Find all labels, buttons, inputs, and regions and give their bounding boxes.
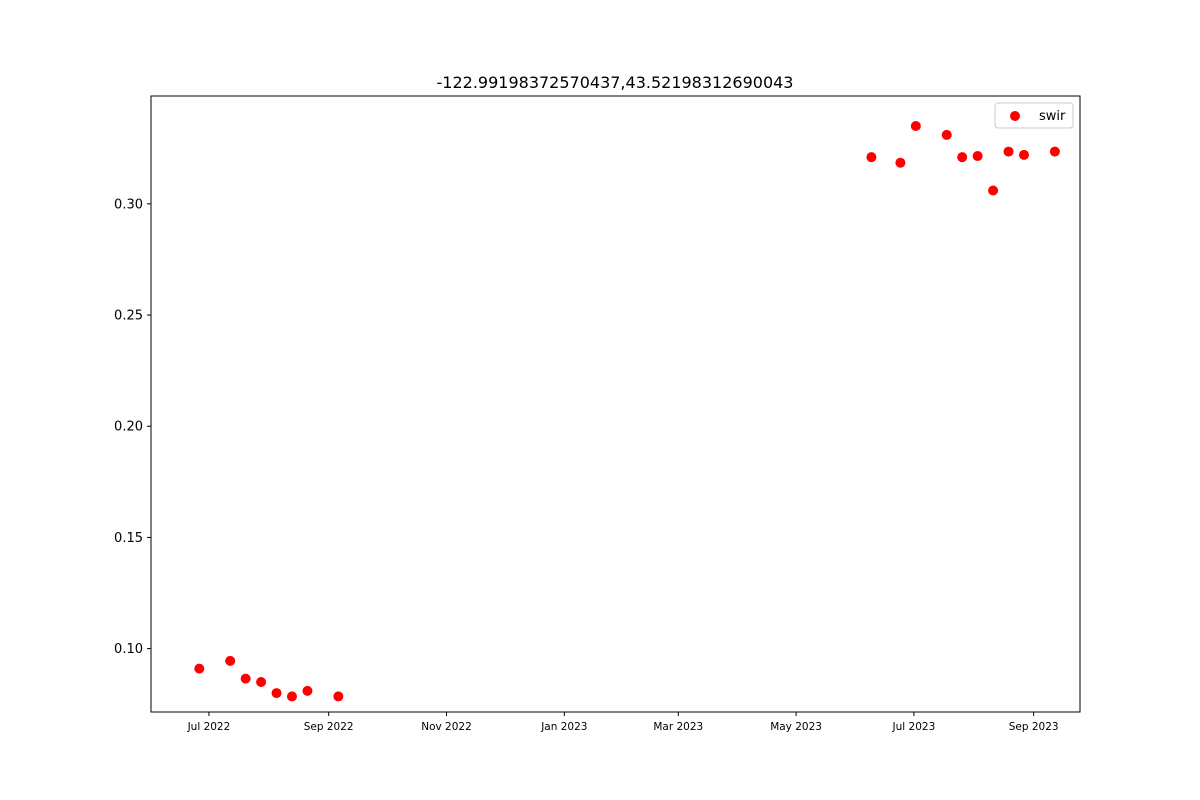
data-point (895, 157, 906, 168)
x-tick-label: Nov 2022 (421, 721, 472, 733)
y-tick-label: 0.10 (114, 642, 143, 657)
x-tick-label: Jul 2022 (187, 721, 231, 733)
data-point (941, 129, 952, 140)
data-point (988, 185, 999, 196)
x-tick-label: Sep 2023 (1009, 721, 1059, 733)
data-point (256, 676, 267, 687)
data-point (1018, 149, 1029, 160)
data-point (194, 663, 205, 674)
data-point (866, 152, 877, 163)
y-tick-label: 0.25 (114, 309, 143, 324)
data-point (1003, 146, 1014, 157)
y-tick-label: 0.20 (114, 420, 143, 435)
data-point (957, 152, 968, 163)
x-tick-label: May 2023 (770, 721, 822, 733)
x-tick-label: Sep 2022 (304, 721, 354, 733)
y-axis: 0.10 0.15 0.20 0.25 0.30 (114, 197, 151, 657)
data-point (225, 655, 236, 666)
data-point (240, 673, 251, 684)
data-point (910, 121, 921, 132)
plot-frame (150, 95, 1081, 713)
legend-marker (1010, 111, 1020, 121)
data-points (194, 121, 1060, 702)
y-tick-label: 0.30 (114, 197, 143, 212)
legend-box (994, 102, 1074, 129)
data-point (271, 688, 282, 699)
data-point (286, 691, 297, 702)
legend-label: swir (1039, 109, 1066, 124)
x-axis: Jul 2022 Sep 2022 Nov 2022 Jan 2023 Mar 2023… (187, 712, 1059, 733)
data-point (333, 691, 344, 702)
data-point (302, 685, 313, 696)
chart-title: -122.99198372570437,43.52198312690043 (437, 73, 794, 92)
data-point (972, 151, 983, 162)
x-tick-label: Jan 2023 (540, 721, 587, 733)
data-point (1049, 146, 1060, 157)
x-tick-label: Mar 2023 (653, 721, 703, 733)
x-tick-label: Jul 2023 (892, 721, 936, 733)
y-tick-label: 0.15 (114, 531, 143, 546)
legend: swir (994, 102, 1074, 129)
